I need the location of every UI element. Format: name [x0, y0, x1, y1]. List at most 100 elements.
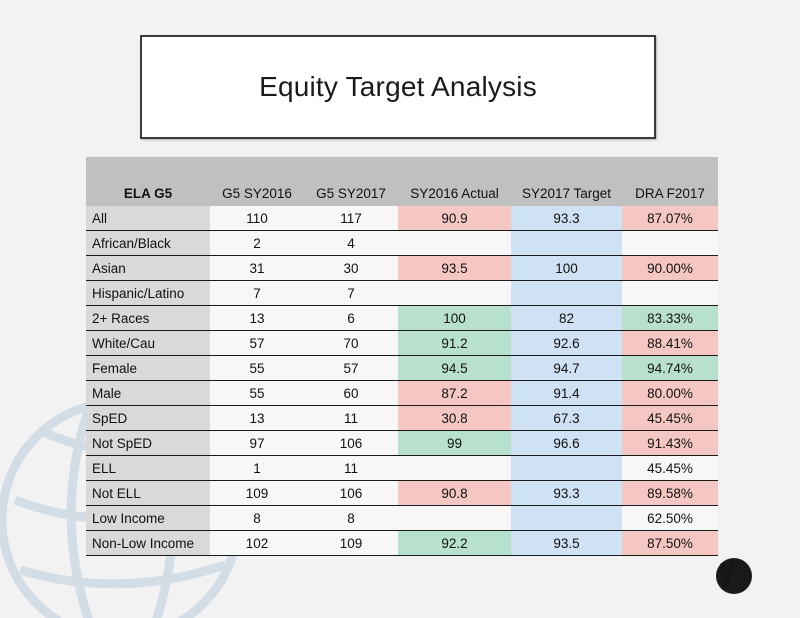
table-cell: 83.33% [622, 305, 718, 331]
page-number-badge: 12 2 [716, 558, 752, 594]
table-cell: 100 [398, 305, 511, 331]
table-cell [511, 505, 622, 531]
table-cell: 94.7 [511, 355, 622, 381]
row-label: Hispanic/Latino [86, 280, 210, 306]
table-cell: 1 [210, 455, 304, 481]
table-row: ELL 1 11 45.45% [86, 455, 718, 481]
table-cell [511, 455, 622, 481]
row-label: African/Black [86, 230, 210, 256]
table-cell: 92.6 [511, 330, 622, 356]
table-cell: 96.6 [511, 430, 622, 456]
table-cell: 7 [304, 280, 398, 306]
table-cell [398, 455, 511, 481]
table-cell: 7 [210, 280, 304, 306]
table-row: Male 55 60 87.2 91.4 80.00% [86, 380, 718, 406]
row-label: Asian [86, 255, 210, 281]
table-cell: 102 [210, 530, 304, 556]
table-cell: 93.5 [511, 530, 622, 556]
equity-table: ELA G5 G5 SY2016 G5 SY2017 SY2016 Actual… [86, 157, 718, 556]
table-cell: 57 [210, 330, 304, 356]
table-cell: 67.3 [511, 405, 622, 431]
table-cell: 91.43% [622, 430, 718, 456]
header-g5-sy2017: G5 SY2017 [304, 157, 398, 206]
table-header-row: ELA G5 G5 SY2016 G5 SY2017 SY2016 Actual… [86, 157, 718, 206]
table-cell: 92.2 [398, 530, 511, 556]
table-cell: 82 [511, 305, 622, 331]
table-cell [398, 230, 511, 256]
table-cell: 31 [210, 255, 304, 281]
table-cell: 87.07% [622, 206, 718, 231]
table-cell: 110 [210, 206, 304, 231]
table-cell: 94.5 [398, 355, 511, 381]
table-cell: 117 [304, 206, 398, 231]
table-cell: 55 [210, 355, 304, 381]
row-label: All [86, 206, 210, 231]
table-cell: 4 [304, 230, 398, 256]
row-label: Low Income [86, 505, 210, 531]
table-cell: 8 [210, 505, 304, 531]
header-g5-sy2016: G5 SY2016 [210, 157, 304, 206]
table-cell: 45.45% [622, 405, 718, 431]
table-cell: 80.00% [622, 380, 718, 406]
table-cell: 70 [304, 330, 398, 356]
table-cell: 100 [511, 255, 622, 281]
table-cell: 93.3 [511, 206, 622, 231]
table-row: Hispanic/Latino 7 7 [86, 280, 718, 306]
table-cell: 30 [304, 255, 398, 281]
header-dra-f2017: DRA F2017 [622, 157, 718, 206]
table-cell [511, 280, 622, 306]
table-cell: 13 [210, 405, 304, 431]
row-label: Female [86, 355, 210, 381]
table-cell: 109 [210, 480, 304, 506]
table-cell [398, 505, 511, 531]
table-cell: 90.00% [622, 255, 718, 281]
header-ela-g5: ELA G5 [86, 157, 210, 206]
header-sy2017-target: SY2017 Target [511, 157, 622, 206]
table-cell [622, 230, 718, 256]
table-cell: 11 [304, 455, 398, 481]
table-cell: 55 [210, 380, 304, 406]
table-cell: 90.9 [398, 206, 511, 231]
table-cell: 6 [304, 305, 398, 331]
title-box: Equity Target Analysis [140, 35, 656, 139]
row-label: SpED [86, 405, 210, 431]
row-label: Not ELL [86, 480, 210, 506]
table-cell: 99 [398, 430, 511, 456]
table-cell: 13 [210, 305, 304, 331]
row-label: Not SpED [86, 430, 210, 456]
table-cell: 93.5 [398, 255, 511, 281]
table-cell [622, 280, 718, 306]
row-label: Non-Low Income [86, 530, 210, 556]
table-cell: 97 [210, 430, 304, 456]
table-row: Not ELL 109 106 90.8 93.3 89.58% [86, 480, 718, 506]
table-cell: 88.41% [622, 330, 718, 356]
table-cell: 45.45% [622, 455, 718, 481]
table-cell: 90.8 [398, 480, 511, 506]
table-row: 2+ Races 13 6 100 82 83.33% [86, 305, 718, 331]
table-cell: 89.58% [622, 480, 718, 506]
table-cell [511, 230, 622, 256]
table-row: Not SpED 97 106 99 96.6 91.43% [86, 430, 718, 456]
table-cell: 87.50% [622, 530, 718, 556]
table-cell: 109 [304, 530, 398, 556]
table-row: Low Income 8 8 62.50% [86, 505, 718, 531]
table-row: SpED 13 11 30.8 67.3 45.45% [86, 405, 718, 431]
table-cell: 91.4 [511, 380, 622, 406]
table-cell: 60 [304, 380, 398, 406]
table-row: All 110 117 90.9 93.3 87.07% [86, 206, 718, 231]
table-row: Female 55 57 94.5 94.7 94.74% [86, 355, 718, 381]
table-cell: 30.8 [398, 405, 511, 431]
table-cell: 8 [304, 505, 398, 531]
table-cell: 57 [304, 355, 398, 381]
table-cell: 87.2 [398, 380, 511, 406]
table-cell [398, 280, 511, 306]
table-row: Asian 31 30 93.5 100 90.00% [86, 255, 718, 281]
table-cell: 91.2 [398, 330, 511, 356]
slide-title: Equity Target Analysis [259, 71, 537, 102]
table-cell: 106 [304, 480, 398, 506]
table-cell: 62.50% [622, 505, 718, 531]
page-number: 12 2 [719, 559, 735, 589]
table-row: White/Cau 57 70 91.2 92.6 88.41% [86, 330, 718, 356]
row-label: ELL [86, 455, 210, 481]
row-label: Male [86, 380, 210, 406]
